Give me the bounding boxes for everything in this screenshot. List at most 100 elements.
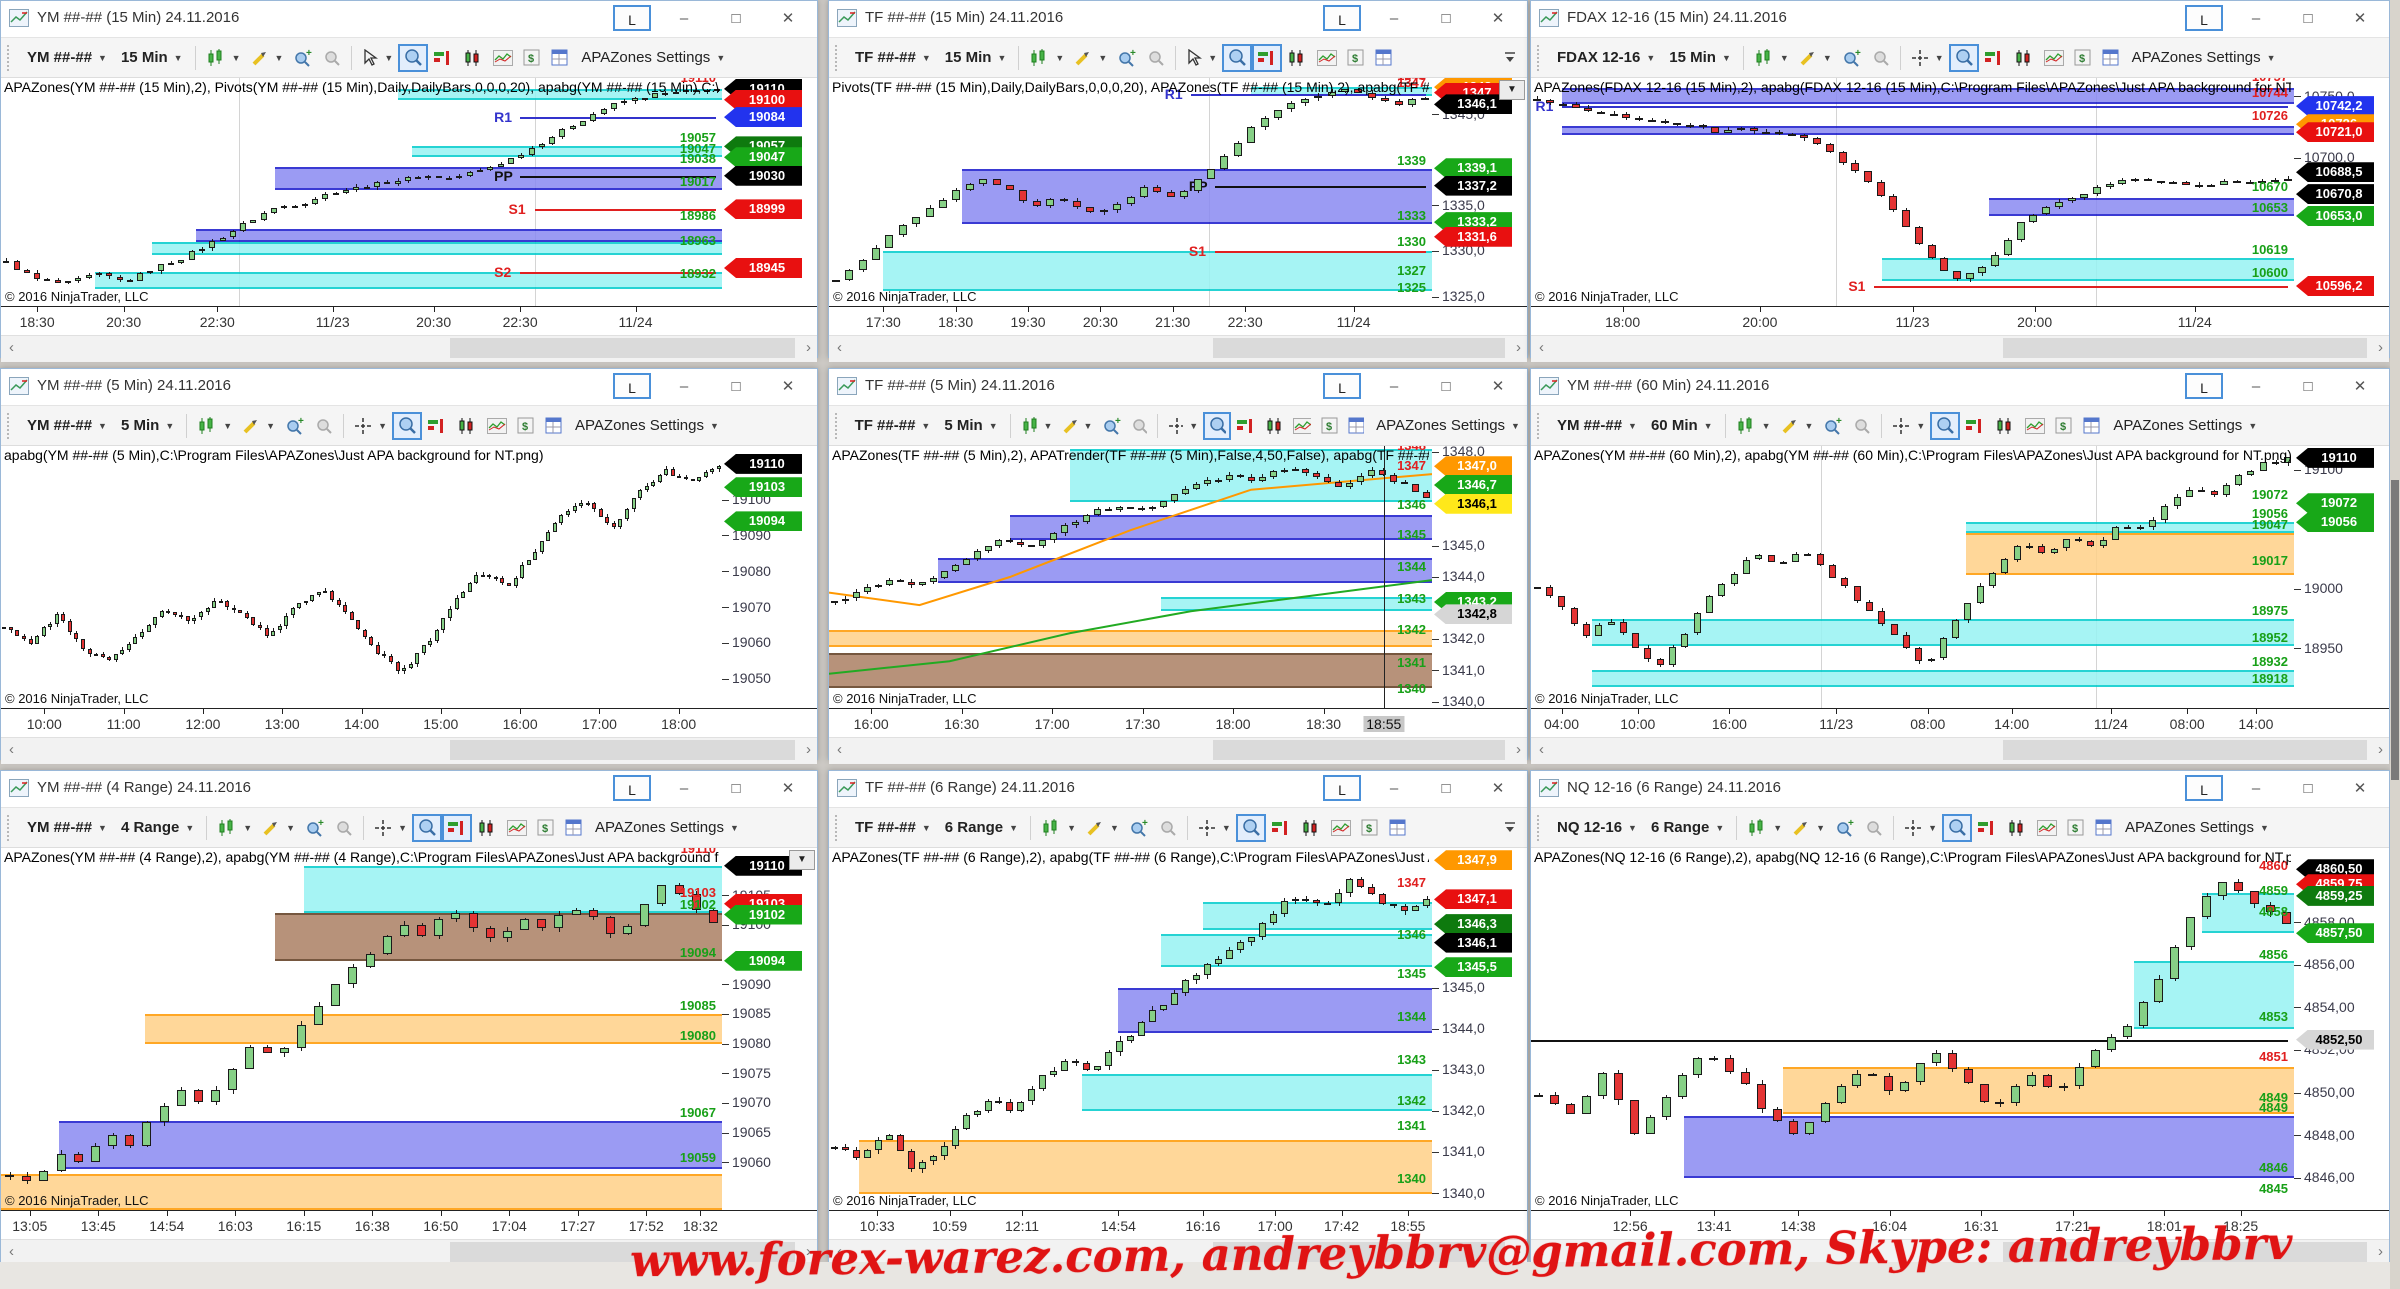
maximize-button[interactable]: □ <box>2303 378 2313 395</box>
period-selector[interactable]: 5 Min ▼ <box>944 417 998 434</box>
toolbar-grip[interactable] <box>1537 814 1544 841</box>
market-analyzer-icon[interactable] <box>1231 412 1259 440</box>
scrollbar-thumb[interactable] <box>449 338 795 358</box>
drawing-tools-button[interactable]: ▼ <box>1057 412 1097 440</box>
drawing-tools-button[interactable]: ▼ <box>1776 412 1819 440</box>
title-bar[interactable]: TF ##-## (6 Range) 24.11.2016 L – □ ✕ <box>829 771 1527 808</box>
close-button[interactable]: ✕ <box>2353 780 2367 797</box>
chart-dropdown-button[interactable]: ▼ <box>1499 80 1525 100</box>
chart-style-button[interactable]: ▼ <box>1016 412 1058 440</box>
link-button[interactable]: L <box>1323 775 1361 801</box>
data-grid-icon[interactable] <box>2090 814 2118 842</box>
chart-plot-area[interactable]: 19102 19094 19085 19080 19067 19059 19110 19103… <box>1 848 723 1210</box>
account-data-icon[interactable]: $ <box>512 412 540 440</box>
scroll-right-arrow[interactable]: › <box>806 741 811 758</box>
zoom-out-button[interactable] <box>318 44 346 72</box>
chart-window-ym-5min[interactable]: YM ##-## (5 Min) 24.11.2016 L – □ ✕ YM #… <box>0 368 818 764</box>
account-data-icon[interactable]: $ <box>1316 412 1342 440</box>
drawing-tools-button[interactable]: ▼ <box>1787 814 1830 842</box>
chart-plot-area[interactable]: R1 PP S1 S2 19057 19047 19038 19017 18986 18963 18… <box>1 78 723 306</box>
scroll-left-arrow[interactable]: ‹ <box>9 741 14 758</box>
horizontal-scrollbar[interactable]: ‹ › <box>1531 737 2389 764</box>
scroll-right-arrow[interactable]: › <box>2378 741 2383 758</box>
toolbar-overflow-button[interactable] <box>1497 44 1523 72</box>
link-button[interactable]: L <box>1323 373 1361 399</box>
chart-style-button[interactable]: ▼ <box>1036 814 1081 842</box>
period-selector[interactable]: 15 Min ▼ <box>120 49 183 66</box>
data-grid-icon[interactable] <box>1343 412 1369 440</box>
horizontal-scrollbar[interactable]: ‹ › <box>829 335 1527 362</box>
toolbar-grip[interactable] <box>835 44 842 71</box>
chart-window-icon[interactable] <box>1990 412 2020 440</box>
scroll-left-arrow[interactable]: ‹ <box>1539 1243 1544 1260</box>
toolbar-grip[interactable] <box>835 412 842 439</box>
scrollbar-thumb[interactable] <box>2002 740 2367 760</box>
time-axis[interactable]: 16:00 16:30 17:00 17:30 18:00 18:30 18:55 <box>829 708 1527 737</box>
chart-style-button[interactable]: ▼ <box>192 412 237 440</box>
toolbar-grip[interactable] <box>7 412 14 439</box>
apazones-settings-button[interactable]: APAZones Settings ▼ <box>1376 417 1520 434</box>
drawing-tools-button[interactable]: ▼ <box>246 44 289 72</box>
drawing-tools-button[interactable]: ▼ <box>237 412 280 440</box>
chart-window-tf-6range[interactable]: TF ##-## (6 Range) 24.11.2016 L – □ ✕ TF… <box>828 770 1528 1266</box>
chart-window-icon[interactable] <box>2002 814 2032 842</box>
scroll-left-arrow[interactable]: ‹ <box>837 741 842 758</box>
period-selector[interactable]: 4 Range ▼ <box>120 819 195 836</box>
apazones-settings-button[interactable]: APAZones Settings ▼ <box>595 819 739 836</box>
scroll-right-arrow[interactable]: › <box>806 1243 811 1260</box>
data-grid-icon[interactable] <box>560 814 588 842</box>
title-bar[interactable]: YM ##-## (4 Range) 24.11.2016 L – □ ✕ <box>1 771 817 808</box>
market-analyzer-icon[interactable] <box>1972 814 2002 842</box>
chart-window-icon[interactable] <box>458 44 488 72</box>
horizontal-scrollbar[interactable]: ‹ › <box>1531 335 2389 362</box>
price-axis[interactable]: 1345,0 1344,0 1343,0 1342,0 1341,0 1340,0 1347… <box>1432 848 1527 1210</box>
horizontal-scrollbar[interactable]: ‹ › <box>829 1239 1527 1266</box>
scrollbar-thumb[interactable] <box>1212 740 1505 760</box>
time-axis[interactable]: 04:00 10:00 16:00 11/23 08:00 14:00 11/24 08:00… <box>1531 708 2389 737</box>
time-axis[interactable]: 18:30 20:30 22:30 11/23 20:30 22:30 11/24 <box>1 306 817 335</box>
instrument-selector[interactable]: FDAX 12-16 ▼ <box>1557 49 1656 66</box>
drawing-tools-button[interactable]: ▼ <box>257 814 300 842</box>
close-button[interactable]: ✕ <box>2353 378 2367 395</box>
zoom-out-button[interactable] <box>1848 412 1876 440</box>
maximize-button[interactable]: □ <box>1441 378 1451 395</box>
indicator-chart-icon[interactable] <box>502 814 532 842</box>
account-data-icon[interactable]: $ <box>2050 412 2078 440</box>
minimize-button[interactable]: – <box>679 10 689 27</box>
indicator-chart-icon[interactable] <box>1326 814 1356 842</box>
crosshair-tool-button[interactable]: ▼ <box>1169 417 1199 434</box>
instrument-selector[interactable]: YM ##-## ▼ <box>27 417 107 434</box>
chart-window-icon[interactable] <box>452 412 482 440</box>
apazones-settings-button[interactable]: APAZones Settings ▼ <box>2125 819 2269 836</box>
chart-style-button[interactable]: ▼ <box>201 44 246 72</box>
data-grid-icon[interactable] <box>1384 814 1412 842</box>
data-grid-icon[interactable] <box>540 412 568 440</box>
scroll-left-arrow[interactable]: ‹ <box>1539 741 1544 758</box>
minimize-button[interactable]: – <box>679 378 689 395</box>
indicator-chart-icon[interactable] <box>482 412 512 440</box>
link-button[interactable]: L <box>613 373 651 399</box>
price-axis[interactable]: 1348,0 1345,0 1344,0 1342,0 1341,0 1340,0 1347… <box>1432 446 1527 708</box>
magnifier-tool-button[interactable] <box>1930 411 1961 440</box>
minimize-button[interactable]: – <box>2251 780 2261 797</box>
scroll-right-arrow[interactable]: › <box>806 339 811 356</box>
chart-dropdown-button[interactable]: ▼ <box>789 850 815 870</box>
chart-plot-area[interactable]: R1PPS11339133313301327132513481347Pivots… <box>829 78 1433 306</box>
zoom-in-button[interactable]: + <box>1112 44 1142 72</box>
scrollbar-thumb[interactable] <box>1212 1242 1505 1262</box>
crosshair-tool-button[interactable]: ▼ <box>355 417 387 434</box>
close-button[interactable]: ✕ <box>1491 780 1505 797</box>
magnifier-tool-button[interactable] <box>412 813 443 842</box>
close-button[interactable]: ✕ <box>781 10 795 27</box>
crosshair-tool-button[interactable]: ▼ <box>1905 819 1938 836</box>
zoom-out-button[interactable] <box>1860 814 1888 842</box>
scroll-right-arrow[interactable]: › <box>1516 339 1521 356</box>
scrollbar-thumb[interactable] <box>2002 338 2367 358</box>
chart-window-icon[interactable] <box>472 814 502 842</box>
apazones-settings-button[interactable]: APAZones Settings ▼ <box>2113 417 2258 434</box>
price-axis[interactable]: 19100 19090 19080 19070 19060 19050 19110 19103… <box>722 446 817 708</box>
toolbar-grip[interactable] <box>835 814 842 841</box>
scroll-left-arrow[interactable]: ‹ <box>837 1243 842 1260</box>
maximize-button[interactable]: □ <box>2303 10 2313 27</box>
instrument-selector[interactable]: NQ 12-16 ▼ <box>1557 819 1637 836</box>
